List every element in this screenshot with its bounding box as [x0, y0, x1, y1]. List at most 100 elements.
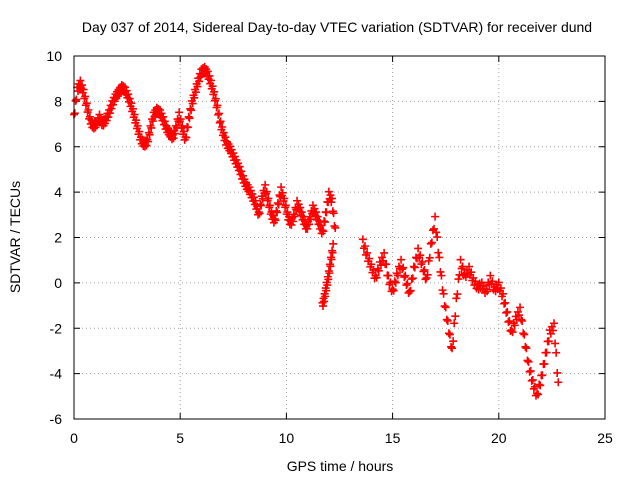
data-point — [551, 339, 560, 348]
data-point — [533, 389, 542, 398]
data-point — [358, 235, 367, 244]
data-point — [329, 239, 338, 248]
data-point — [408, 274, 417, 283]
data-point — [524, 357, 533, 366]
data-point — [360, 242, 369, 251]
data-point — [135, 127, 144, 136]
data-point — [84, 105, 93, 114]
data-point — [403, 279, 412, 288]
data-point — [187, 106, 196, 115]
data-point — [210, 87, 219, 96]
data-point — [390, 277, 399, 286]
data-point — [535, 380, 544, 389]
data-point — [327, 255, 336, 264]
data-point — [81, 92, 90, 101]
x-tick-label: 10 — [279, 430, 295, 446]
data-point — [441, 303, 450, 312]
data-point — [544, 337, 553, 346]
data-point — [203, 67, 212, 76]
data-point — [439, 289, 448, 298]
data-point — [208, 82, 217, 91]
series-segment-3 — [358, 212, 563, 400]
plot-frame — [73, 55, 606, 420]
data-point — [274, 200, 283, 209]
data-point — [104, 113, 113, 122]
data-point — [499, 289, 508, 298]
data-point — [518, 316, 527, 325]
data-point — [133, 121, 142, 130]
data-point — [128, 104, 137, 113]
data-point — [127, 99, 136, 108]
data-point — [453, 290, 462, 299]
data-point — [159, 112, 168, 121]
data-point — [521, 342, 530, 351]
data-point — [401, 271, 410, 280]
data-point — [278, 188, 287, 197]
data-point — [76, 76, 85, 85]
data-point — [324, 275, 333, 284]
data-point — [448, 344, 457, 353]
data-point — [540, 359, 549, 368]
data-point — [372, 273, 381, 282]
data-point — [369, 265, 378, 274]
data-point — [325, 269, 334, 278]
data-point — [431, 212, 440, 221]
data-point — [452, 294, 461, 303]
y-axis-label: SDTVAR / TECUs — [7, 181, 23, 293]
data-point — [467, 268, 476, 277]
data-point — [437, 271, 446, 280]
data-point — [433, 233, 442, 242]
data-point — [281, 201, 290, 210]
data-point — [265, 201, 274, 210]
data-point — [70, 109, 79, 118]
data-point — [402, 281, 411, 290]
data-point — [304, 220, 313, 229]
y-tick-label: -2 — [50, 320, 63, 336]
y-tick-label: 0 — [54, 275, 62, 291]
data-point — [82, 99, 91, 108]
data-point — [182, 133, 191, 142]
data-point — [190, 93, 199, 102]
data-point — [427, 238, 436, 247]
data-point — [400, 273, 409, 282]
data-point — [550, 319, 559, 328]
x-axis-label: GPS time / hours — [287, 458, 394, 474]
data-point — [326, 262, 335, 271]
data-point — [105, 109, 114, 118]
data-point — [280, 194, 289, 203]
data-point — [144, 137, 153, 146]
data-point — [235, 162, 244, 171]
data-point — [519, 329, 528, 338]
data-point — [444, 329, 453, 338]
data-point — [124, 90, 133, 99]
data-point — [420, 265, 429, 274]
chart-title: Day 037 of 2014, Sidereal Day-to-day VTE… — [82, 19, 592, 35]
data-point — [553, 368, 562, 377]
data-point — [195, 77, 204, 86]
data-point — [251, 196, 260, 205]
data-point — [255, 209, 264, 218]
data-point — [290, 212, 299, 221]
data-point — [445, 330, 454, 339]
data-point — [414, 244, 423, 253]
data-point — [329, 209, 338, 218]
data-point — [409, 262, 418, 271]
y-tick-label: 8 — [54, 93, 62, 109]
data-point — [205, 71, 214, 80]
data-point — [328, 248, 337, 257]
data-point — [283, 208, 292, 217]
data-point — [214, 109, 223, 118]
y-tick-label: 6 — [54, 139, 62, 155]
data-point — [183, 123, 192, 132]
data-point — [273, 208, 282, 217]
data-point — [554, 378, 563, 387]
data-point — [416, 251, 425, 260]
data-point — [316, 221, 325, 230]
data-point — [213, 101, 222, 110]
data-point — [406, 286, 415, 295]
data-point — [536, 381, 545, 390]
data-point — [389, 286, 398, 295]
data-point — [397, 255, 406, 264]
data-point — [432, 228, 441, 237]
